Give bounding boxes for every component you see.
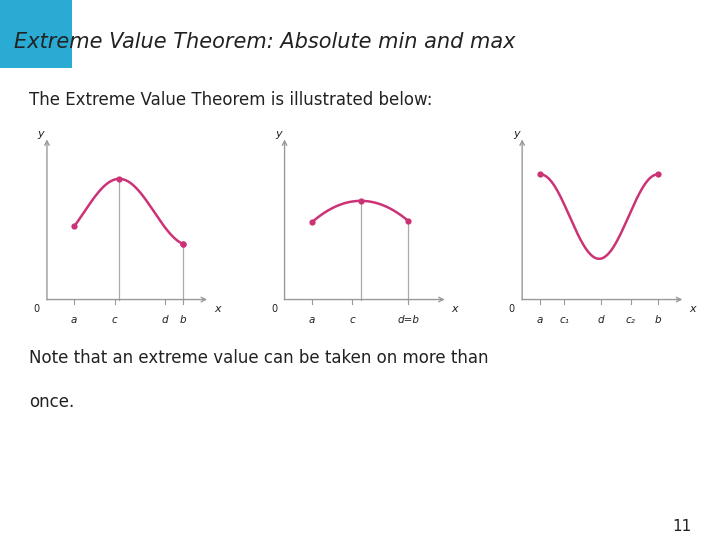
Text: c: c [350,315,356,325]
Text: c₂: c₂ [626,315,636,325]
Text: Note that an extreme value can be taken on more than: Note that an extreme value can be taken … [29,349,488,367]
Text: y: y [275,129,282,139]
Text: 0: 0 [271,303,277,314]
Text: 0: 0 [508,303,515,314]
Text: d=b: d=b [397,315,419,325]
Text: 0: 0 [33,303,40,314]
Text: a: a [309,315,315,325]
Text: once.: once. [29,393,74,410]
Text: x: x [451,303,459,314]
Text: b: b [179,315,186,325]
Text: Extreme Value Theorem: Absolute min and max: Extreme Value Theorem: Absolute min and … [14,32,516,52]
Text: 11: 11 [672,518,691,534]
Text: The Extreme Value Theorem is illustrated below:: The Extreme Value Theorem is illustrated… [29,91,432,109]
Bar [0,0,72,68]
Text: y: y [513,129,519,139]
Text: c: c [112,315,118,325]
Text: a: a [71,315,77,325]
Text: d: d [598,315,604,325]
Text: x: x [214,303,221,314]
Text: b: b [654,315,661,325]
Text: a: a [537,315,544,325]
Text: d: d [161,315,168,325]
Text: c₁: c₁ [559,315,570,325]
Text: y: y [37,129,44,139]
Text: x: x [689,303,696,314]
